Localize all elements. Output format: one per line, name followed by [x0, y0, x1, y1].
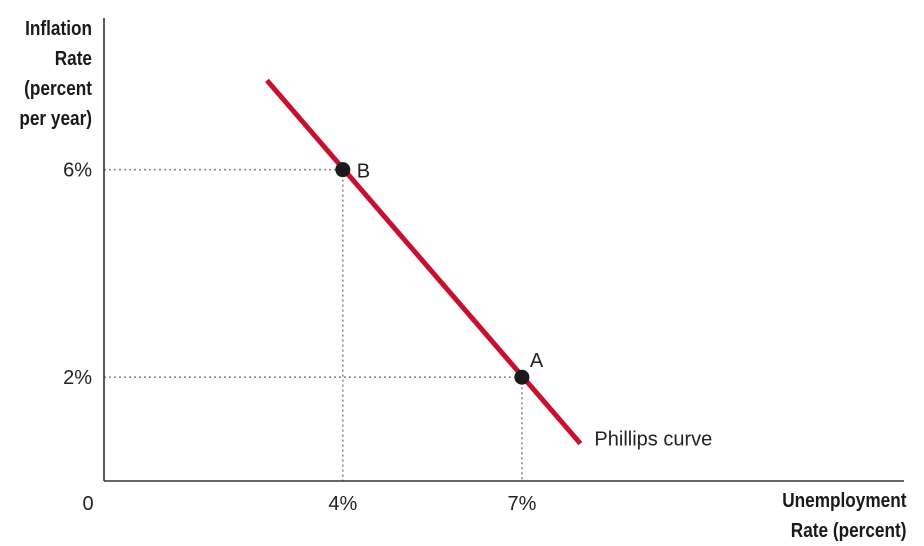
x-tick-label: 7% — [507, 493, 536, 515]
y-axis-title-line: Rate — [54, 48, 92, 70]
y-axis-title-line: per year) — [19, 108, 92, 130]
series-label: Phillips curve — [594, 429, 712, 451]
y-axis-title: Inflation Rate (percent per year) — [13, 14, 92, 134]
x-tick-label: 4% — [328, 493, 357, 515]
y-axis-title-line: (percent — [24, 78, 92, 100]
x-axis-title: Unemployment Rate (percent) — [782, 486, 906, 546]
phillips-curve-line — [265, 78, 583, 446]
point-label: B — [357, 161, 370, 183]
point-b — [335, 162, 351, 178]
x-axis-title-line: Rate (percent) — [790, 520, 906, 542]
point-label: A — [530, 350, 544, 372]
y-axis-title-line: Inflation — [25, 18, 92, 40]
y-tick-label: 2% — [63, 367, 92, 389]
x-axis-title-line: Unemployment — [781, 490, 906, 512]
point-a — [514, 369, 530, 385]
y-tick-label: 6% — [63, 160, 92, 182]
origin-label: 0 — [82, 493, 93, 515]
